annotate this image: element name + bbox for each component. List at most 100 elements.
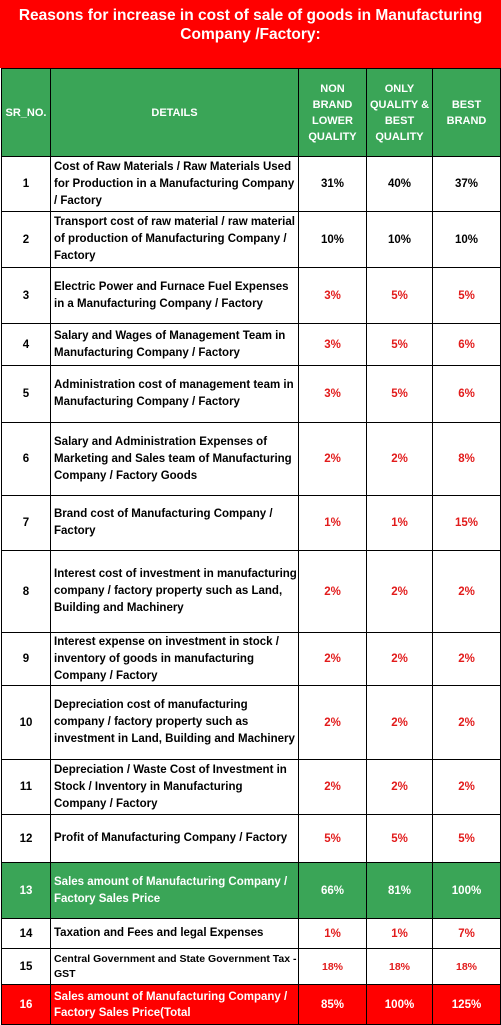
table-row: 1 Cost of Raw Materials / Raw Materials … — [1, 156, 501, 212]
sr-no-cell: 13 — [1, 862, 51, 919]
best-brand-cell: 37% — [432, 156, 501, 212]
only-quality-cell: 100% — [366, 984, 433, 1025]
table-row-grand-total: 16 Sales amount of Manufacturing Company… — [1, 984, 501, 1025]
details-cell: Transport cost of raw material / raw mat… — [50, 211, 299, 268]
non-brand-cell: 3% — [298, 323, 367, 366]
table-row: 4 Salary and Wages of Management Team in… — [1, 323, 501, 366]
cost-table: SR_NO. DETAILS NON BRAND LOWER QUALITY O… — [1, 68, 501, 1025]
best-brand-cell: 7% — [432, 918, 501, 949]
non-brand-cell: 3% — [298, 267, 367, 324]
best-brand-cell: 18% — [432, 948, 501, 985]
table-row: 9 Interest expense on investment in stoc… — [1, 632, 501, 686]
details-cell: Taxation and Fees and legal Expenses — [50, 918, 299, 949]
header-sr-no: SR_NO. — [1, 68, 51, 157]
sr-no-cell: 8 — [1, 550, 51, 633]
only-quality-cell: 1% — [366, 918, 433, 949]
non-brand-cell: 2% — [298, 550, 367, 633]
details-cell: Depreciation cost of manufacturing compa… — [50, 685, 299, 760]
table-row: 11 Depreciation / Waste Cost of Investme… — [1, 759, 501, 815]
table-row: 7 Brand cost of Manufacturing Company / … — [1, 495, 501, 551]
best-brand-cell: 15% — [432, 495, 501, 551]
sr-no-cell: 7 — [1, 495, 51, 551]
details-cell: Brand cost of Manufacturing Company / Fa… — [50, 495, 299, 551]
best-brand-cell: 5% — [432, 267, 501, 324]
only-quality-cell: 1% — [366, 495, 433, 551]
only-quality-cell: 5% — [366, 323, 433, 366]
non-brand-cell: 10% — [298, 211, 367, 268]
sr-no-cell: 11 — [1, 759, 51, 815]
best-brand-cell: 8% — [432, 422, 501, 496]
best-brand-cell: 5% — [432, 814, 501, 863]
details-cell: Central Government and State Government … — [50, 948, 299, 985]
only-quality-cell: 2% — [366, 685, 433, 760]
details-cell: Administration cost of management team i… — [50, 365, 299, 423]
best-brand-cell: 6% — [432, 323, 501, 366]
sr-no-cell: 4 — [1, 323, 51, 366]
non-brand-cell: 2% — [298, 685, 367, 760]
non-brand-cell: 1% — [298, 495, 367, 551]
details-cell: Depreciation / Waste Cost of Investment … — [50, 759, 299, 815]
best-brand-cell: 125% — [432, 984, 501, 1025]
non-brand-cell: 31% — [298, 156, 367, 212]
only-quality-cell: 5% — [366, 267, 433, 324]
only-quality-cell: 5% — [366, 365, 433, 423]
non-brand-cell: 85% — [298, 984, 367, 1025]
only-quality-cell: 5% — [366, 814, 433, 863]
best-brand-cell: 6% — [432, 365, 501, 423]
non-brand-cell: 5% — [298, 814, 367, 863]
details-cell: Salary and Wages of Management Team in M… — [50, 323, 299, 366]
details-cell: Salary and Administration Expenses of Ma… — [50, 422, 299, 496]
header-best-brand: BEST BRAND — [432, 68, 501, 157]
non-brand-cell: 3% — [298, 365, 367, 423]
table-row: 5 Administration cost of management team… — [1, 365, 501, 423]
sr-no-cell: 2 — [1, 211, 51, 268]
details-cell: Electric Power and Furnace Fuel Expenses… — [50, 267, 299, 324]
only-quality-cell: 40% — [366, 156, 433, 212]
best-brand-cell: 2% — [432, 550, 501, 633]
table-row: 8 Interest cost of investment in manufac… — [1, 550, 501, 633]
sr-no-cell: 12 — [1, 814, 51, 863]
only-quality-cell: 18% — [366, 948, 433, 985]
details-cell: Sales amount of Manufacturing Company / … — [50, 984, 299, 1025]
table-row: 3 Electric Power and Furnace Fuel Expens… — [1, 267, 501, 324]
details-cell: Sales amount of Manufacturing Company / … — [50, 862, 299, 919]
header-non-brand: NON BRAND LOWER QUALITY — [298, 68, 367, 157]
best-brand-cell: 100% — [432, 862, 501, 919]
best-brand-cell: 10% — [432, 211, 501, 268]
only-quality-cell: 10% — [366, 211, 433, 268]
sr-no-cell: 9 — [1, 632, 51, 686]
table-row: 14 Taxation and Fees and legal Expenses … — [1, 918, 501, 949]
only-quality-cell: 81% — [366, 862, 433, 919]
only-quality-cell: 2% — [366, 759, 433, 815]
best-brand-cell: 2% — [432, 632, 501, 686]
only-quality-cell: 2% — [366, 550, 433, 633]
sr-no-cell: 15 — [1, 948, 51, 985]
sr-no-cell: 10 — [1, 685, 51, 760]
details-cell: Interest expense on investment in stock … — [50, 632, 299, 686]
header-details: DETAILS — [50, 68, 299, 157]
details-cell: Cost of Raw Materials / Raw Materials Us… — [50, 156, 299, 212]
sr-no-cell: 6 — [1, 422, 51, 496]
table-row: 10 Depreciation cost of manufacturing co… — [1, 685, 501, 760]
best-brand-cell: 2% — [432, 685, 501, 760]
non-brand-cell: 2% — [298, 422, 367, 496]
non-brand-cell: 66% — [298, 862, 367, 919]
sr-no-cell: 1 — [1, 156, 51, 212]
table-row: 12 Profit of Manufacturing Company / Fac… — [1, 814, 501, 863]
non-brand-cell: 2% — [298, 632, 367, 686]
details-cell: Profit of Manufacturing Company / Factor… — [50, 814, 299, 863]
sr-no-cell: 5 — [1, 365, 51, 423]
best-brand-cell: 2% — [432, 759, 501, 815]
non-brand-cell: 2% — [298, 759, 367, 815]
table-row: 6 Salary and Administration Expenses of … — [1, 422, 501, 496]
details-cell: Interest cost of investment in manufactu… — [50, 550, 299, 633]
non-brand-cell: 18% — [298, 948, 367, 985]
page-title: Reasons for increase in cost of sale of … — [0, 0, 501, 68]
table-row-total-sales: 13 Sales amount of Manufacturing Company… — [1, 862, 501, 919]
table-row: 2 Transport cost of raw material / raw m… — [1, 211, 501, 268]
sr-no-cell: 14 — [1, 918, 51, 949]
only-quality-cell: 2% — [366, 422, 433, 496]
header-only-quality: ONLY QUALITY & BEST QUALITY — [366, 68, 433, 157]
header-row: SR_NO. DETAILS NON BRAND LOWER QUALITY O… — [1, 68, 501, 157]
sr-no-cell: 16 — [1, 984, 51, 1025]
